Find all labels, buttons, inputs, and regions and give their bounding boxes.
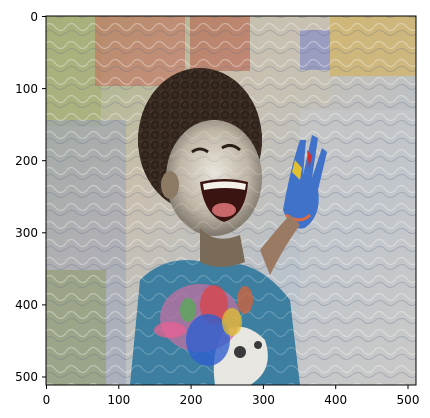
y-tick-label: 200 [15, 154, 38, 168]
y-tick-label: 500 [15, 370, 38, 384]
x-axis: 0 100 200 300 400 500 [43, 385, 420, 407]
y-tick-label: 300 [15, 226, 38, 240]
x-tick-label: 400 [324, 393, 347, 407]
y-tick-label: 100 [15, 82, 38, 96]
y-axis: 0 100 200 300 400 500 [15, 10, 46, 384]
x-tick-label: 100 [107, 393, 130, 407]
x-tick-label: 500 [397, 393, 420, 407]
y-tick-label: 400 [15, 298, 38, 312]
x-tick-label: 300 [252, 393, 275, 407]
axes-frame [45, 15, 417, 386]
x-tick-label: 200 [180, 393, 203, 407]
x-tick-label: 0 [43, 393, 51, 407]
image-content [46, 16, 416, 385]
y-tick-label: 0 [30, 10, 38, 24]
